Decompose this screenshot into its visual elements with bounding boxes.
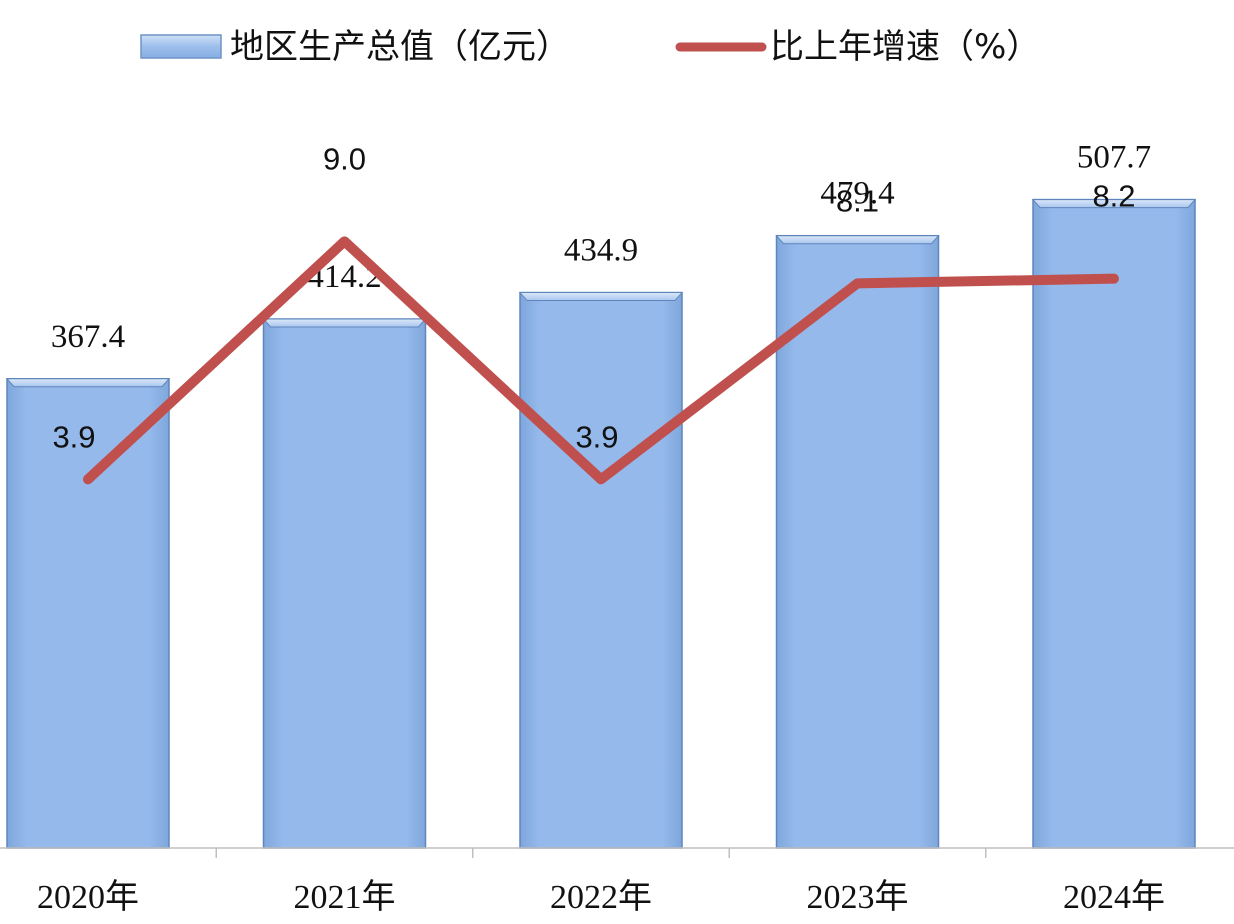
bar-3 <box>775 234 940 849</box>
bar-value-label: 479.4 <box>820 176 894 212</box>
x-tick-labels: 2020年 2021年 2022年 2023年 2024年 <box>37 878 1165 916</box>
bar-body <box>262 318 427 849</box>
bar-value-label: 507.7 <box>1077 140 1151 176</box>
legend-label-bar: 地区生产总值（亿元） <box>230 27 570 67</box>
bar-bevel <box>518 292 684 302</box>
bar-value-label: 434.9 <box>564 233 638 269</box>
bar-body <box>775 234 940 849</box>
bar-1 <box>262 318 427 849</box>
bar-4 <box>1031 198 1197 849</box>
bar-bevel <box>262 318 427 328</box>
bar-bevel <box>775 235 940 245</box>
legend: 地区生产总值（亿元） 比上年增速（%） <box>140 27 1040 67</box>
legend-swatch-bar <box>140 34 222 59</box>
line-series <box>83 236 1119 485</box>
x-tick-label: 2022年 <box>550 878 652 916</box>
line-value-label: 8.1 <box>836 183 879 218</box>
line-value-label: 3.9 <box>52 419 95 454</box>
x-axis <box>0 847 1234 858</box>
bar-value-label: 367.4 <box>51 319 125 355</box>
x-tick-label: 2024年 <box>1063 878 1165 916</box>
x-tick-label: 2020年 <box>37 878 139 916</box>
bar-body <box>519 291 683 849</box>
line-value-labels: 3.9 9.0 3.9 8.1 8.2 <box>52 141 1135 454</box>
bar-body <box>1032 198 1196 849</box>
bar-2 <box>518 291 684 849</box>
x-tick-label: 2021年 <box>294 878 396 916</box>
line-value-label: 9.0 <box>323 141 366 176</box>
legend-item-line: 比上年增速（%） <box>675 27 1040 67</box>
line-value-label: 3.9 <box>575 419 618 454</box>
line-value-label: 8.2 <box>1092 179 1135 214</box>
x-tick-label: 2023年 <box>807 878 909 916</box>
bar-series <box>5 198 1197 849</box>
legend-label-line: 比上年增速（%） <box>770 27 1040 67</box>
bar-bevel <box>5 378 171 388</box>
bar-bevel <box>1031 199 1197 209</box>
legend-item-bar: 地区生产总值（亿元） <box>140 27 570 67</box>
